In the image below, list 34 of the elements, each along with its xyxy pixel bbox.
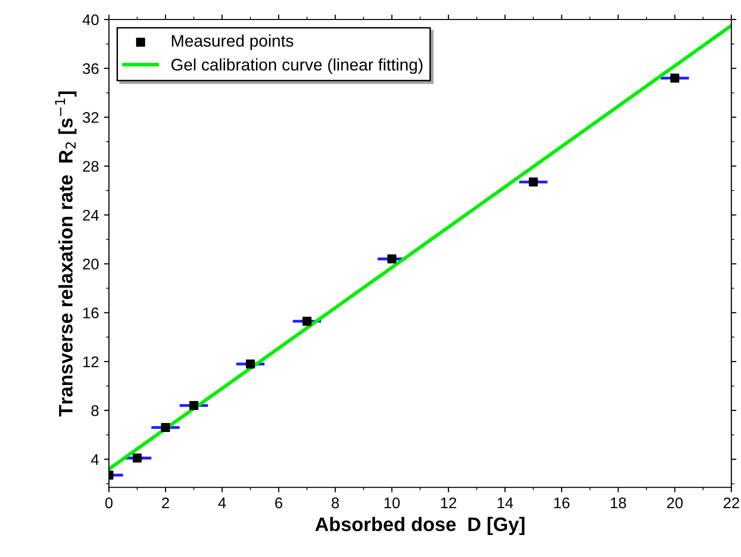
point [189,401,198,410]
x-tick-label: 10 [384,498,400,508]
y-tick-label: 12 [83,356,98,368]
x-tick-label: 6 [275,498,282,508]
y-tick-label: 36 [82,63,99,74]
point [132,454,142,463]
point [302,316,312,326]
y-tick-label: 4 [91,454,99,465]
x-tick-label: 2 [162,498,169,508]
x-tick-label: 0 [105,498,113,508]
point [387,254,396,264]
y-tick-label: 16 [83,308,99,318]
x-tick-label: 14 [498,498,514,508]
y-tick-label: 8 [91,405,99,416]
x-tick-label: 16 [554,498,570,508]
point [670,74,680,83]
y-tick-label: 20 [82,258,99,270]
x-tick-label: 22 [724,498,740,508]
y-tick-label: 32 [82,112,98,123]
x-tick-label: 20 [667,498,683,508]
y-axis-title: Transverse relaxation rate R$_{2}$ [s$^{−1}$] [55,91,76,416]
y-tick-label: 28 [82,160,99,172]
legend-label: Gel calibration curve (linear fitting) [171,58,422,74]
x-tick-label: 12 [441,498,456,508]
point [528,177,538,186]
x-tick-label: 4 [218,498,226,508]
point [246,359,255,368]
x-tick-label: 18 [610,498,626,508]
y-tick-label: 24 [82,210,99,220]
legend-label: Measured points [172,34,294,50]
x-tick-label: 8 [332,498,339,508]
x-axis-title: Absorbed dose D [Gy] [315,516,524,536]
y-tick-label: 40 [82,14,99,26]
point [161,423,170,432]
